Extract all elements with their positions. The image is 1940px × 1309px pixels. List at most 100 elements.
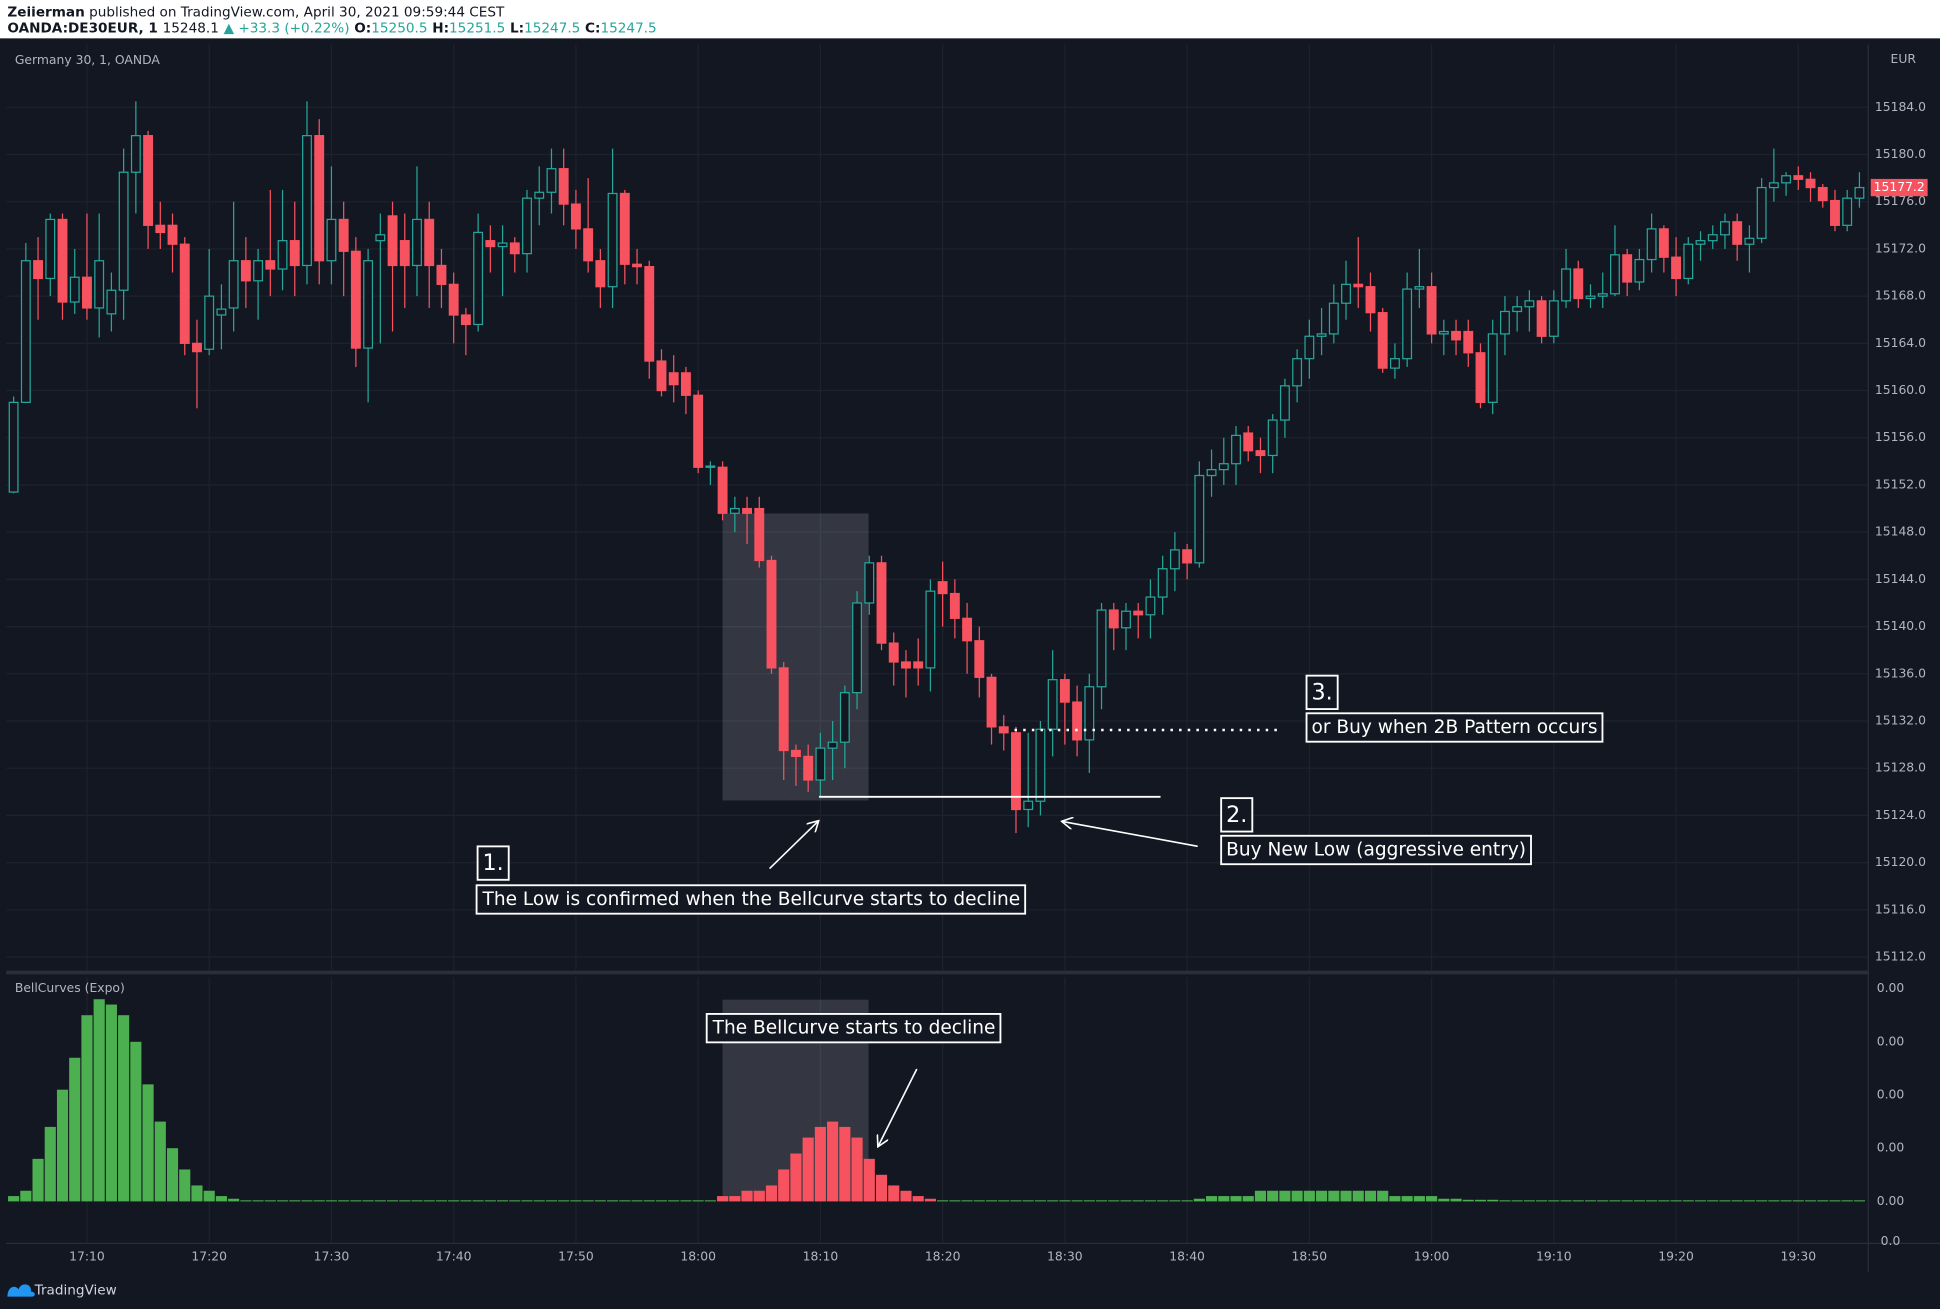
- candle-body: [888, 642, 899, 663]
- bar: [692, 1200, 704, 1202]
- candle-body: [326, 218, 337, 262]
- candle-body: [289, 240, 300, 267]
- candle-body: [1267, 419, 1278, 457]
- candle-body: [998, 726, 1009, 734]
- bar: [1181, 1200, 1193, 1202]
- candle-body: [595, 260, 606, 288]
- header-bar: [0, 0, 1940, 39]
- y-tick-label: 15124.0: [1875, 808, 1926, 822]
- candle-body: [1793, 175, 1804, 180]
- candle-body: [778, 667, 789, 752]
- y-tick-label: 0.00: [1877, 1141, 1905, 1155]
- annotation-number: 3.: [1311, 679, 1332, 705]
- bar: [1804, 1200, 1817, 1202]
- bar: [1022, 1200, 1034, 1202]
- grid: [6, 44, 1869, 1244]
- o-label: O:: [354, 20, 371, 36]
- bar: [130, 1041, 142, 1202]
- candle-body: [1121, 610, 1131, 629]
- bar: [142, 1084, 154, 1202]
- bar: [1633, 1200, 1645, 1202]
- bar: [851, 1137, 863, 1202]
- y-tick-label: 15136.0: [1875, 666, 1926, 680]
- candle-body: [1781, 175, 1792, 184]
- bar: [655, 1200, 668, 1202]
- candle-body: [1805, 178, 1816, 189]
- x-tick-label: 19:20: [1658, 1250, 1694, 1264]
- bar: [44, 1126, 56, 1202]
- candle-body: [1597, 293, 1608, 297]
- candle-body: [1414, 286, 1425, 290]
- published: published on TradingView.com, April 30, …: [89, 4, 505, 20]
- x-tick-label: 18:00: [680, 1250, 716, 1264]
- candle-body: [1255, 450, 1266, 457]
- candle-body: [1768, 182, 1779, 189]
- bar: [203, 1190, 215, 1202]
- bar: [1450, 1198, 1462, 1202]
- logo: [7, 1284, 35, 1297]
- y-tick-label: 15168.0: [1875, 289, 1926, 303]
- candle-body: [1402, 288, 1413, 360]
- bar: [985, 1200, 998, 1202]
- bar: [570, 1200, 582, 1202]
- bar: [1584, 1200, 1597, 1202]
- close: 15247.5: [600, 20, 656, 36]
- change: ▲ +33.3 (+0.22%): [224, 20, 350, 36]
- y-tick-label: 15172.0: [1875, 241, 1926, 255]
- y-tick-label: 0.0: [1881, 1234, 1901, 1248]
- bar: [1291, 1190, 1303, 1202]
- y-tick-label: 15160.0: [1875, 383, 1926, 397]
- h-label: H:: [432, 20, 449, 36]
- candle-body: [1463, 330, 1474, 354]
- bar: [215, 1196, 227, 1202]
- bar: [741, 1190, 753, 1202]
- y-tick-label: 15132.0: [1875, 713, 1926, 727]
- candle-body: [1304, 335, 1315, 360]
- candle-body: [1108, 609, 1119, 629]
- candle-body: [240, 260, 251, 282]
- y-tick-label: 15120.0: [1875, 855, 1926, 869]
- annotation-number: 1.: [483, 850, 504, 876]
- x-tick-label: 19:10: [1536, 1250, 1572, 1264]
- annotation-box: [1220, 797, 1254, 833]
- bar: [900, 1190, 912, 1202]
- x-tick-label: 18:10: [803, 1250, 839, 1264]
- candle-body: [534, 191, 545, 199]
- bar: [386, 1200, 399, 1202]
- bar: [1169, 1200, 1181, 1202]
- bar: [276, 1200, 289, 1202]
- bar: [545, 1200, 558, 1202]
- bar: [484, 1200, 496, 1202]
- candle-body: [1634, 258, 1645, 283]
- x-tick-label: 18:40: [1169, 1250, 1205, 1264]
- candle-body: [1475, 352, 1486, 403]
- candle-body: [192, 342, 202, 353]
- bar: [350, 1200, 362, 1202]
- bar: [1768, 1200, 1780, 1202]
- candle-body: [302, 135, 312, 267]
- candle-body: [742, 507, 752, 514]
- bar: [411, 1200, 423, 1202]
- candle-body: [1194, 474, 1205, 564]
- annotation: The Low is confirmed when the Bellcurve …: [482, 889, 1021, 910]
- bar: [607, 1200, 619, 1202]
- bar: [717, 1196, 729, 1202]
- candle-body: [350, 250, 361, 349]
- bar: [301, 1200, 313, 1202]
- bar: [875, 1174, 888, 1202]
- bar: [1316, 1190, 1328, 1202]
- bar: [533, 1200, 545, 1202]
- annotation-number: 2.: [1226, 802, 1247, 828]
- bar: [1193, 1198, 1205, 1202]
- bar: [558, 1200, 570, 1202]
- bar: [1829, 1200, 1841, 1202]
- candle-body: [1426, 286, 1437, 335]
- bar: [362, 1200, 374, 1202]
- candle-body: [399, 240, 410, 267]
- candle-body: [204, 295, 215, 350]
- bar: [1731, 1200, 1743, 1202]
- candle-body: [387, 215, 398, 267]
- bar: [619, 1200, 631, 1202]
- candle-body: [1548, 300, 1559, 337]
- candle-body: [913, 661, 924, 669]
